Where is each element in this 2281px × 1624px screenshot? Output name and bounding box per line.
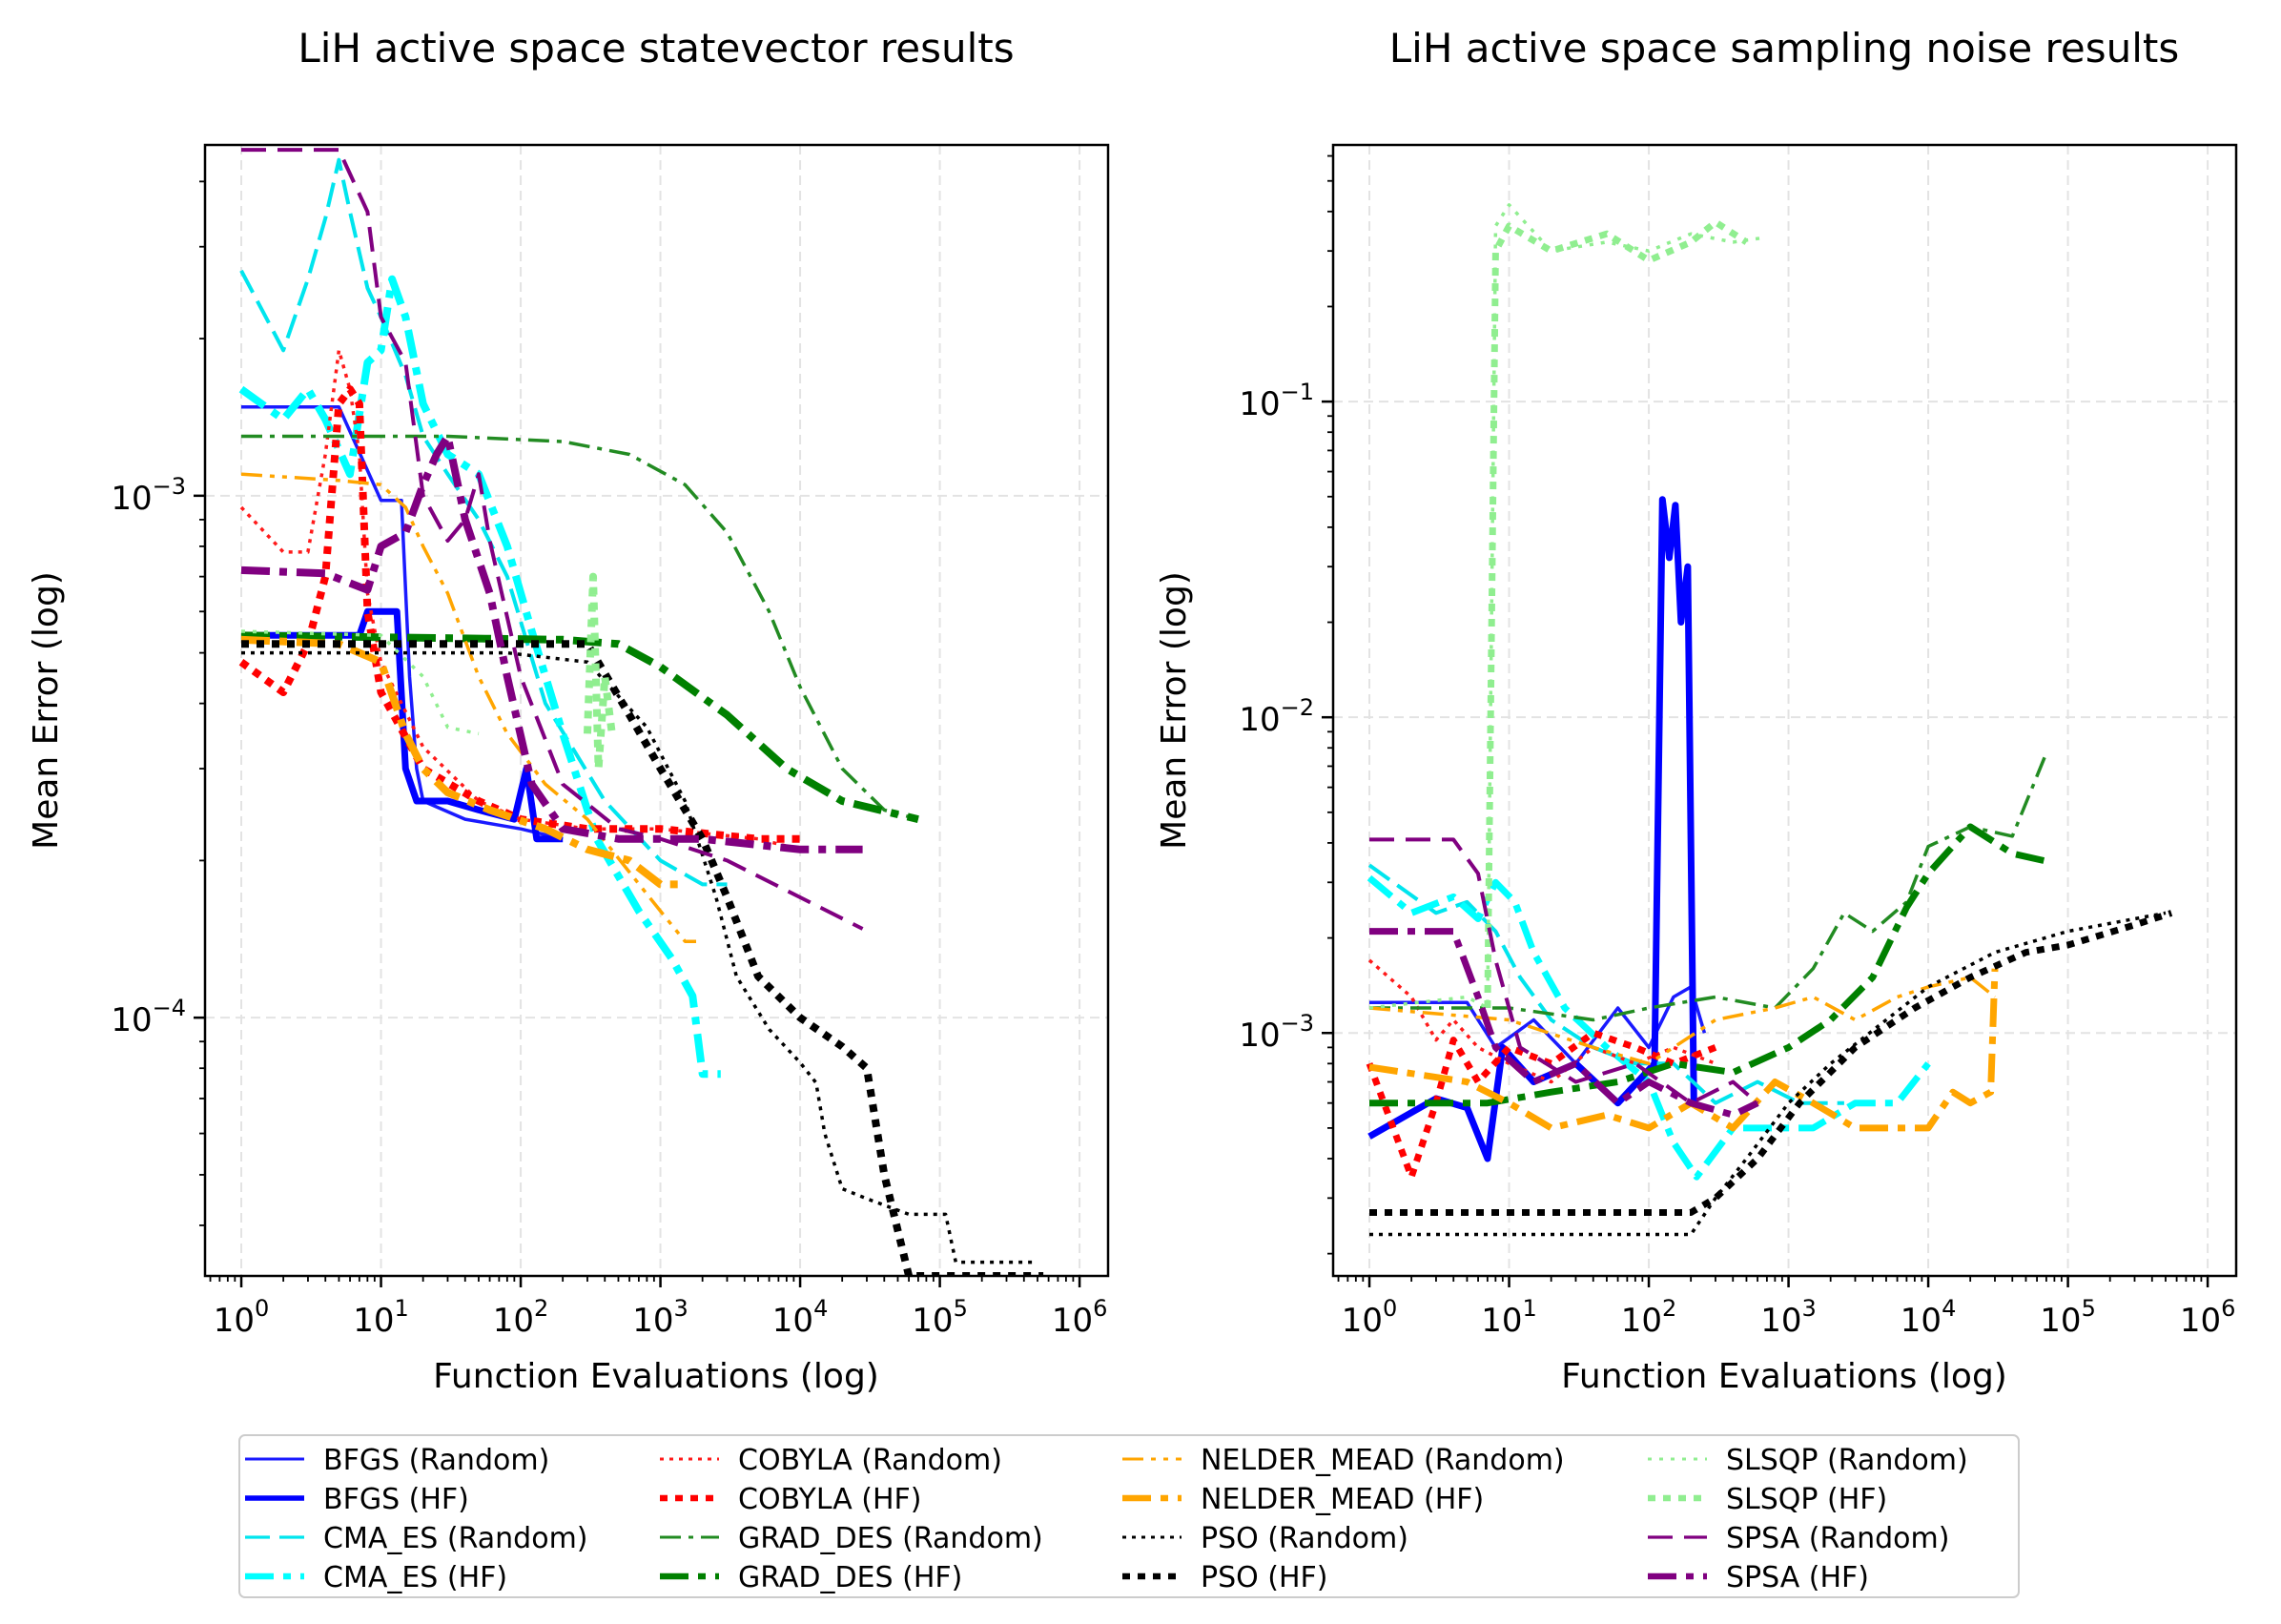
left-y-tick-label: 10−3 — [111, 473, 186, 518]
left-chart-xlabel: Function Evaluations (log) — [433, 1357, 879, 1396]
right-chart-grid — [1333, 145, 2236, 1276]
left-x-tick-label: 101 — [353, 1295, 409, 1340]
legend: BFGS (Random) BFGS (HF) CMA_ES (Random) CMA… — [238, 1434, 2020, 1598]
right-series-nelder-mead-hf — [1368, 968, 1999, 1132]
legend-label-grad-des-hf: GRAD_DES (HF) — [738, 1561, 962, 1594]
right-chart-xlabel: Function Evaluations (log) — [1561, 1357, 2007, 1396]
left-x-tick-label: 103 — [632, 1295, 688, 1340]
left-series-nelder-mead-random — [240, 472, 696, 943]
right-series-cma-es-random — [1367, 863, 1844, 1105]
left-series-nelder-mead-hf — [240, 635, 686, 889]
legend-label-cma-es-hf: CMA_ES (HF) — [323, 1561, 507, 1594]
right-series-nelder-mead-random — [1368, 976, 1997, 1066]
left-series-bfgs-random — [241, 404, 564, 841]
legend-label-spsa-random: SPSA (Random) — [1726, 1522, 1949, 1555]
right-x-tick-label: 101 — [1481, 1295, 1537, 1340]
right-x-tick-label: 103 — [1760, 1295, 1817, 1340]
right-x-tick-label: 102 — [1621, 1295, 1677, 1340]
right-series-grad-des-hf — [1369, 823, 2047, 1107]
left-series-cobyla-hf — [238, 385, 801, 843]
left-series-slsqp-hf — [584, 572, 616, 772]
left-y-tick-label: 10−4 — [111, 995, 186, 1039]
left-chart-x-ticks: 100 101 102 103 104 105 106 — [209, 1276, 1108, 1340]
left-x-tick-label: 106 — [1052, 1295, 1108, 1340]
right-series-cma-es-hf — [1367, 874, 1931, 1181]
right-chart-x-ticks: 100 101 102 103 104 105 106 — [1337, 1276, 2236, 1340]
right-chart-title: LiH active space sampling noise results — [1389, 25, 2180, 72]
legend-label-pso-hf: PSO (HF) — [1201, 1561, 1328, 1594]
right-series-slsqp-random — [1368, 203, 1763, 1010]
legend-label-cma-es-random: CMA_ES (Random) — [323, 1522, 588, 1555]
right-x-tick-label: 106 — [2180, 1295, 2236, 1340]
legend-label-cobyla-hf: COBYLA (HF) — [738, 1483, 922, 1516]
left-series-pso-random — [241, 650, 1038, 1264]
right-y-tick-label: 10−2 — [1239, 694, 1314, 739]
left-chart-series — [238, 148, 1044, 1276]
legend-label-nelder-mead-random: NELDER_MEAD (Random) — [1201, 1444, 1565, 1477]
right-chart-frame — [1331, 143, 2238, 1278]
left-x-tick-label: 105 — [912, 1295, 968, 1340]
left-series-pso-hf — [241, 640, 1044, 1276]
left-series-spsa-hf — [240, 432, 863, 853]
left-x-tick-label: 104 — [772, 1295, 829, 1340]
legend-label-cobyla-random: COBYLA (Random) — [738, 1444, 1002, 1477]
left-chart-y-ticks: 10−4 10−3 — [111, 180, 205, 1226]
legend-label-nelder-mead-hf: NELDER_MEAD (HF) — [1201, 1483, 1484, 1516]
left-series-grad-des-random — [241, 434, 919, 821]
right-y-tick-label: 10−3 — [1239, 1010, 1314, 1055]
legend-label-slsqp-random: SLSQP (Random) — [1726, 1444, 1968, 1477]
left-x-tick-label: 100 — [214, 1295, 270, 1340]
legend-label-grad-des-random: GRAD_DES (Random) — [738, 1522, 1043, 1555]
right-chart-ylabel: Mean Error (log) — [1155, 571, 1194, 850]
right-y-tick-label: 10−1 — [1239, 379, 1314, 423]
left-series-slsqp-random — [240, 629, 480, 736]
left-series-grad-des-hf — [240, 631, 919, 823]
right-x-tick-label: 105 — [2040, 1295, 2096, 1340]
left-x-tick-label: 102 — [493, 1295, 549, 1340]
left-chart-frame — [203, 143, 1110, 1278]
legend-label-pso-random: PSO (Random) — [1201, 1522, 1408, 1555]
right-series-slsqp-hf — [1484, 218, 1749, 1009]
left-chart-title: LiH active space statevector results — [298, 25, 1014, 72]
right-series-grad-des-random — [1369, 752, 2048, 1022]
left-chart-ylabel: Mean Error (log) — [27, 571, 66, 850]
right-series-cobyla-hf — [1366, 1029, 1717, 1181]
right-chart: LiH active space sampling noise results … — [1155, 25, 2238, 1396]
legend-label-bfgs-hf: BFGS (HF) — [323, 1483, 469, 1516]
legend-label-bfgs-random: BFGS (Random) — [323, 1444, 549, 1477]
legend-box — [238, 1434, 2020, 1598]
left-chart-grid — [205, 145, 1108, 1276]
right-series-spsa-hf — [1369, 928, 1759, 1119]
left-series-spsa-random — [241, 148, 864, 931]
right-series-bfgs-hf — [1367, 496, 1697, 1162]
right-x-tick-label: 104 — [1901, 1295, 1957, 1340]
right-x-tick-label: 100 — [1342, 1295, 1398, 1340]
right-series-spsa-random — [1369, 837, 1759, 1105]
right-chart-y-ticks: 10−3 10−2 10−1 — [1239, 154, 1333, 1255]
left-series-cma-es-hf — [238, 275, 721, 1079]
legend-label-spsa-hf: SPSA (HF) — [1726, 1561, 1869, 1594]
left-chart: LiH active space statevector results 100… — [27, 25, 1110, 1396]
legend-label-slsqp-hf: SLSQP (HF) — [1726, 1483, 1887, 1516]
right-chart-series — [1366, 203, 2173, 1237]
left-series-cma-es-random — [239, 157, 728, 887]
